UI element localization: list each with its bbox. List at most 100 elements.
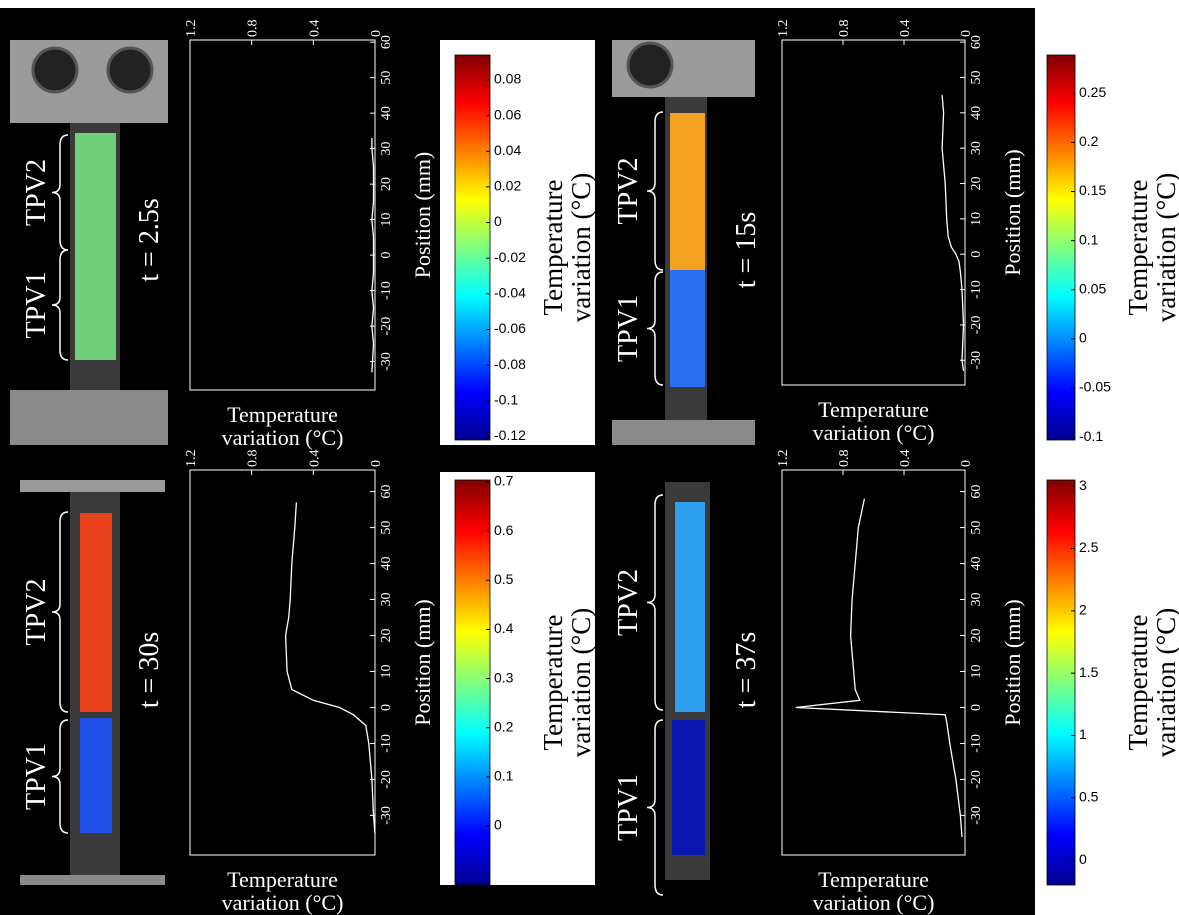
colorbar-tick-label: -0.08	[494, 356, 526, 372]
x-axis-label: variation (°C)	[813, 890, 935, 915]
position-tick-label: 0	[379, 252, 394, 259]
x-axis-label: variation (°C)	[813, 420, 935, 445]
temperature-tick-label: 1.2	[184, 450, 199, 468]
profile-line	[941, 95, 965, 371]
time-label: t = 30s	[134, 632, 165, 708]
temperature-tick-label: 0.8	[837, 20, 852, 38]
specimen-image	[75, 133, 116, 360]
colorbar-tick-label: 0.1	[494, 768, 514, 784]
specimen-image	[80, 513, 112, 712]
plot-frame	[781, 469, 966, 856]
colorbar-tick-label: 0.7	[494, 473, 514, 489]
position-tick-label: 0	[969, 704, 984, 711]
position-tick-label: 0	[379, 704, 394, 711]
position-tick-label: 40	[969, 106, 984, 120]
position-tick-label: -20	[969, 316, 984, 335]
specimen-image	[672, 720, 705, 855]
time-label: t = 15s	[731, 212, 762, 288]
plot-frame	[189, 39, 376, 391]
position-tick-label: 20	[379, 629, 394, 643]
position-tick-label: 20	[969, 629, 984, 643]
position-tick-label: -20	[969, 770, 984, 789]
region-label: TPV1	[21, 743, 52, 810]
brace	[51, 511, 69, 713]
region-label: TPV2	[21, 579, 52, 646]
y-axis-label: Position (mm)	[410, 599, 435, 726]
specimen-image	[20, 480, 165, 492]
position-tick-label: 50	[379, 521, 394, 535]
colorbar-tick-label: 0.3	[494, 669, 514, 685]
colorbar-label: Temperature	[538, 614, 568, 750]
colorbar-tick-label: -0.04	[494, 285, 526, 301]
brace	[646, 719, 664, 896]
profile-line	[284, 502, 376, 834]
colorbar-tick-label: 0.06	[494, 106, 521, 122]
temperature-tick-label: 0	[959, 30, 974, 37]
position-tick-label: 10	[969, 664, 984, 678]
region-label: TPV1	[613, 295, 644, 362]
region-label: TPV1	[613, 774, 644, 841]
temperature-tick-label: 0.4	[898, 20, 913, 38]
position-tick-label: -30	[379, 352, 394, 371]
position-tick-label: -30	[969, 351, 984, 370]
colorbar-label: variation (°C)	[1151, 173, 1179, 323]
colorbar	[454, 479, 491, 886]
brace	[646, 494, 664, 711]
colorbar-tick-label: -0.02	[494, 249, 526, 265]
colorbar-tick-label: 0.04	[494, 142, 521, 158]
brace	[646, 111, 664, 271]
bolt	[626, 41, 674, 89]
position-tick-label: -10	[379, 734, 394, 753]
profile-line	[795, 498, 963, 838]
colorbar-label: variation (°C)	[1151, 608, 1179, 758]
position-tick-label: -30	[379, 806, 394, 825]
position-tick-label: -10	[969, 280, 984, 299]
position-tick-label: 50	[969, 70, 984, 84]
colorbar-tick-label: -0.1	[494, 391, 518, 407]
y-axis-label: Position (mm)	[1000, 599, 1025, 726]
position-tick-label: 30	[969, 593, 984, 607]
temperature-tick-label: 0	[369, 30, 384, 37]
colorbar-label: variation (°C)	[566, 173, 596, 323]
position-tick-label: -20	[379, 317, 394, 336]
specimen-image	[10, 390, 168, 445]
colorbar-label: Temperature	[538, 179, 568, 315]
region-label: TPV1	[21, 272, 52, 339]
colorbar-tick-label: 0.2	[494, 718, 514, 734]
colorbar	[1046, 479, 1076, 886]
position-tick-label: 20	[969, 177, 984, 191]
specimen-image	[80, 718, 112, 833]
colorbar-tick-label: 1	[1079, 726, 1087, 742]
specimen-image	[675, 502, 705, 712]
temperature-tick-label: 1.2	[776, 450, 791, 468]
colorbar-tick-label: 0.4	[494, 620, 514, 636]
region-label: TPV2	[613, 158, 644, 225]
y-axis-label: Position (mm)	[1000, 149, 1025, 276]
colorbar-tick-label: 0.5	[1079, 788, 1099, 804]
position-tick-label: 40	[379, 557, 394, 571]
position-tick-label: 20	[379, 177, 394, 191]
time-label: t = 2.5s	[134, 198, 165, 281]
position-tick-label: 40	[379, 106, 394, 120]
brace	[646, 271, 664, 386]
position-tick-label: 30	[379, 593, 394, 607]
colorbar-tick-label: -0.06	[494, 320, 526, 336]
colorbar-tick-label: 0.08	[494, 71, 521, 87]
position-tick-label: -30	[969, 806, 984, 825]
temperature-tick-label: 0.8	[246, 450, 261, 468]
colorbar-tick-label: 0	[494, 817, 502, 833]
brace	[51, 719, 69, 834]
x-axis-label: Temperature	[818, 867, 929, 892]
temperature-tick-label: 0	[959, 460, 974, 467]
temperature-tick-label: 1.2	[776, 20, 791, 38]
position-tick-label: -10	[969, 734, 984, 753]
specimen-image	[20, 875, 165, 885]
colorbar-tick-label: -0.1	[1079, 428, 1103, 444]
colorbar-tick-label: 0	[494, 213, 502, 229]
x-axis-label: variation (°C)	[222, 425, 344, 450]
colorbar-tick-label: 0.1	[1079, 231, 1099, 247]
colorbar	[454, 54, 491, 441]
brace	[51, 249, 69, 361]
profile-line	[371, 138, 375, 373]
